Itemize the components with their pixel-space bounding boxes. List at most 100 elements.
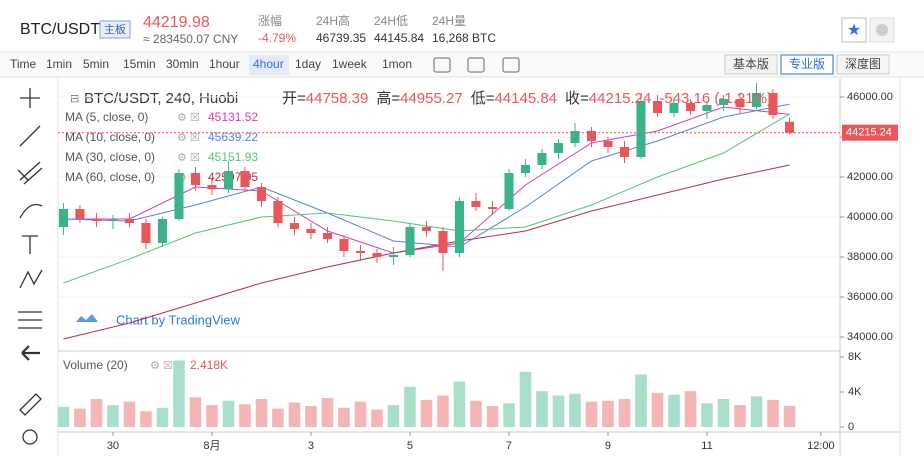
candle-body [553, 143, 564, 153]
ohlc-label: 收= [565, 90, 589, 107]
volume-bar [503, 403, 515, 427]
y-tick-label: 38000.00 [847, 251, 893, 263]
interval-button[interactable]: 1mon [382, 57, 412, 71]
interval-button[interactable]: Time [10, 57, 37, 71]
tool-back[interactable] [21, 345, 40, 361]
interval-button[interactable]: 1week [332, 57, 368, 71]
view-button-bg[interactable] [724, 54, 778, 75]
tool-zoom[interactable] [22, 429, 38, 445]
tool-fib[interactable] [17, 161, 43, 185]
volume-bar [239, 404, 251, 427]
candle-body [735, 99, 745, 107]
x-tick-label: 11 [701, 440, 712, 452]
candle-body [603, 141, 613, 147]
tool-line[interactable] [19, 125, 41, 147]
candle-body [322, 233, 333, 239]
price: 44219.98 [143, 14, 210, 31]
volume-bar [90, 399, 103, 427]
interval-button[interactable]: 30min [166, 57, 199, 71]
candle-body [372, 253, 382, 257]
volume-bar [288, 402, 301, 427]
candle-body [108, 219, 118, 221]
volume-bar [585, 401, 598, 427]
watermark: Chart by TradingView [116, 312, 241, 327]
interval-button[interactable]: 15min [123, 57, 156, 71]
legend-label: MA (10, close, 0) [65, 130, 155, 144]
legend-icon: ⚙ ☒ [150, 360, 173, 372]
volume-bar [437, 395, 449, 427]
tool-text[interactable] [22, 235, 38, 254]
snapshot-icon[interactable] [502, 57, 520, 73]
volume-bar [552, 395, 565, 427]
volume-bar [222, 400, 235, 427]
interval-button[interactable]: 1min [46, 57, 72, 71]
interval-button[interactable]: 1day [295, 57, 321, 71]
last-price-box [842, 124, 898, 141]
volume-bar [519, 371, 532, 427]
active-interval-bg [249, 55, 289, 75]
candle-body [768, 93, 778, 115]
stat-label: 24H低 [374, 14, 408, 28]
settings-icon[interactable] [467, 57, 485, 73]
candle-body [256, 187, 266, 201]
volume-bar [767, 399, 779, 427]
x-tick-label: 5 [407, 440, 413, 452]
view-button-bg[interactable] [836, 54, 890, 75]
volume-bar [74, 408, 86, 427]
volume-bar [602, 400, 614, 427]
candle-body [240, 171, 250, 187]
collapse-icon[interactable]: ⊟ [70, 93, 79, 105]
volume-bar [321, 398, 334, 427]
ohlc-value: 44145.84 [494, 90, 557, 107]
view-button[interactable]: 深度图 [845, 56, 881, 71]
volume-bar [486, 406, 499, 427]
candle-body [718, 99, 729, 105]
y-tick-label: 36000.00 [847, 291, 893, 303]
ohlc-label: 低= [471, 90, 495, 107]
legend-label: MA (30, close, 0) [65, 150, 155, 164]
view-button-bg[interactable] [780, 54, 834, 75]
volume-bar [123, 401, 136, 427]
star-icon: ★ [847, 22, 861, 39]
candle-body [619, 147, 630, 157]
volume-bar [387, 405, 400, 427]
tool-ruler[interactable] [19, 393, 42, 416]
stat-label: 涨幅 [258, 13, 282, 28]
interval-button[interactable]: 5min [83, 57, 109, 71]
star-button[interactable] [841, 17, 867, 43]
symbol: BTC/USDT [20, 21, 100, 38]
x-tick-label: 12:00 [807, 440, 835, 452]
candle-body [702, 105, 712, 111]
candle-body [636, 101, 646, 157]
interval-button[interactable]: 4hour [253, 57, 284, 71]
volume-bar [206, 405, 218, 427]
indicator-icon[interactable] [433, 57, 451, 73]
tool-pattern[interactable] [19, 269, 43, 289]
legend-value: 42597.95 [208, 170, 258, 184]
badge: 主板 [104, 22, 126, 36]
x-tick-label: 30 [107, 440, 119, 452]
candle-body [388, 255, 399, 257]
header-bar [0, 0, 924, 52]
stat-value: 46739.35 [316, 31, 366, 45]
candle-body [190, 173, 200, 185]
left-tools [17, 88, 43, 445]
tool-measure[interactable] [18, 311, 42, 329]
tool-brush[interactable] [19, 203, 43, 219]
volume-bar [701, 403, 713, 427]
volume-title: Volume (20) [63, 358, 128, 372]
candle-body [669, 103, 679, 113]
ma-line [63, 103, 790, 248]
change: -543.16 (-1.21%) [659, 90, 772, 107]
candle-body [685, 103, 696, 111]
volume-bar [453, 381, 466, 427]
ma-line [63, 106, 790, 254]
view-button[interactable]: 专业版 [789, 56, 825, 71]
interval-button[interactable]: 1hour [209, 57, 240, 71]
candle-body [207, 185, 217, 189]
view-button[interactable]: 基本版 [733, 57, 769, 71]
volume-bar [140, 411, 152, 427]
candle-body [306, 229, 316, 233]
candle-body [438, 231, 448, 253]
legend-value: 45131.52 [208, 110, 258, 124]
